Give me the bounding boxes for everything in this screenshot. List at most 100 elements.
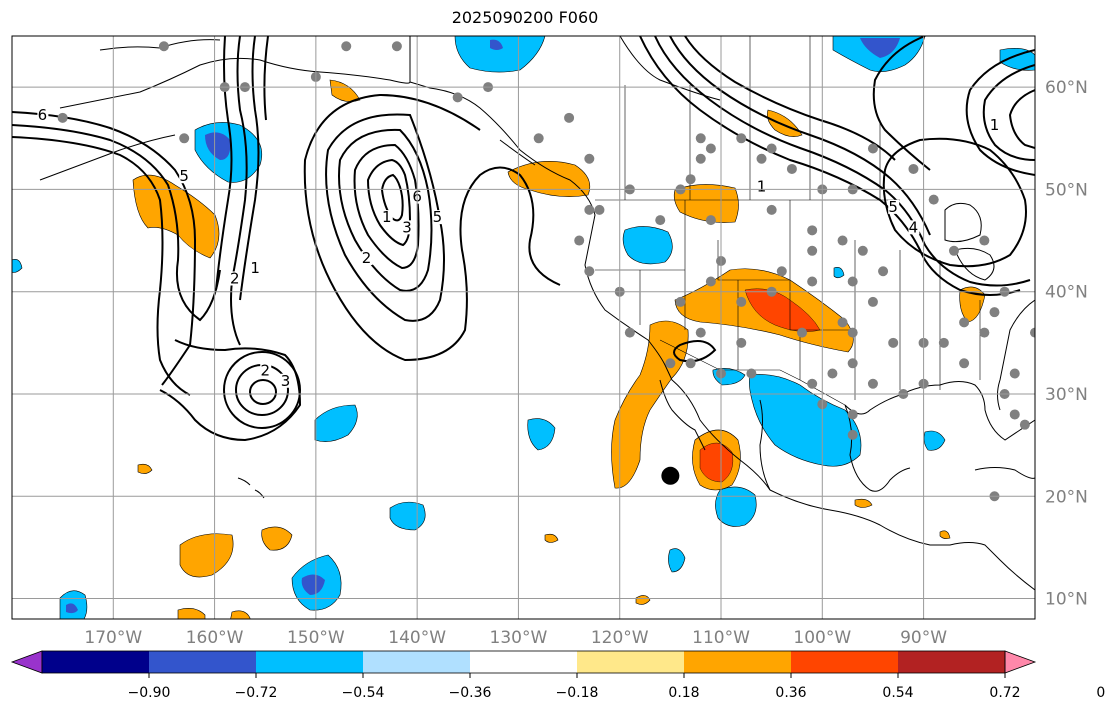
station-dot xyxy=(655,215,666,226)
contour-label-bg xyxy=(280,373,292,388)
station-dot xyxy=(948,245,959,256)
station-dot xyxy=(959,358,970,369)
coastline xyxy=(997,299,1035,411)
negative-anomaly-region xyxy=(454,36,546,73)
station-dot xyxy=(624,327,635,338)
negative-anomaly-region xyxy=(999,48,1035,71)
positive-anomaly-region xyxy=(959,286,986,323)
station-dot xyxy=(736,296,747,307)
contour-label: 2 xyxy=(260,362,270,380)
station-dot xyxy=(1009,409,1020,420)
latitude-tick-label: 50°N xyxy=(1045,180,1088,200)
longitude-tick-label: 160°W xyxy=(186,628,244,648)
positive-anomaly-region xyxy=(179,533,234,578)
station-dot xyxy=(797,327,808,338)
contour-label: 1 xyxy=(990,116,1000,134)
station-dot xyxy=(665,358,676,369)
longitude-tick-label: 100°W xyxy=(793,628,851,648)
marked-point xyxy=(661,466,680,485)
station-dot xyxy=(584,204,595,215)
station-dot xyxy=(736,133,747,144)
station-dot xyxy=(1019,419,1030,430)
colorbar-tick-label: 0.36 xyxy=(775,685,806,701)
station-dot xyxy=(878,266,889,277)
station-dot xyxy=(1040,266,1050,276)
contour-label-bg xyxy=(229,271,241,286)
colorbar-segment xyxy=(898,651,1006,673)
latitude-tick-labels: 60°N 50°N 40°N 30°N 20°N 10°N xyxy=(1045,78,1088,609)
station-dot xyxy=(979,235,990,246)
station-dot xyxy=(807,276,818,287)
station-dot xyxy=(57,112,68,123)
station-dot xyxy=(533,133,544,144)
contour-line xyxy=(684,36,896,161)
contour-label-bg xyxy=(989,118,1001,133)
contour-label: 3 xyxy=(281,372,291,390)
colorbar-tick-label: 0.72 xyxy=(989,685,1020,701)
positive-anomaly-region xyxy=(544,533,559,543)
negative-anomaly-region xyxy=(66,603,78,614)
colorbar-labels: −0.90 −0.72 −0.54 −0.36 −0.18 0.18 0.36 0.54 0.7… xyxy=(128,673,1105,701)
station-dot xyxy=(705,215,716,226)
station-dot xyxy=(827,368,838,379)
colorbar-segment xyxy=(684,651,792,673)
coastline xyxy=(39,134,176,181)
positive-anomaly-region xyxy=(699,442,734,483)
colorbar-segment xyxy=(470,651,578,673)
contour-label-bg xyxy=(260,363,272,378)
station-dot xyxy=(847,358,858,369)
coastline xyxy=(944,202,982,243)
contour-line xyxy=(654,36,1031,287)
contour-line xyxy=(366,158,412,247)
station-dot xyxy=(867,143,878,154)
colorbar-segment xyxy=(791,651,899,673)
station-dot xyxy=(695,133,706,144)
station-dot xyxy=(766,143,777,154)
contour-label: 5 xyxy=(179,167,189,185)
negative-anomaly-region xyxy=(749,374,862,467)
contour-label: 1 xyxy=(250,259,260,277)
longitude-tick-label: 120°W xyxy=(591,628,649,648)
colorbar-extend-high xyxy=(1004,650,1037,674)
station-dot xyxy=(837,235,848,246)
map-frame xyxy=(11,35,1036,620)
contour-line xyxy=(249,379,277,405)
station-dot xyxy=(1009,368,1020,379)
contour-line xyxy=(263,36,269,121)
station-dot xyxy=(685,174,696,185)
contour-label-bg xyxy=(37,107,49,122)
colorbar-tick-label: −0.54 xyxy=(342,685,385,701)
contour-label-bg xyxy=(381,210,393,225)
colorbar-segment xyxy=(149,651,257,673)
station-dot xyxy=(776,266,787,277)
station-dot xyxy=(786,163,797,174)
longitude-tick-labels: 170°W 160°W 150°W 140°W 130°W 120°W 110°W 100°W… xyxy=(84,628,947,648)
canada-province-borders xyxy=(409,36,881,200)
positive-anomaly-region xyxy=(230,610,251,619)
negative-anomaly-region xyxy=(12,259,23,273)
contour-line xyxy=(380,173,404,222)
contour-line xyxy=(1008,89,1035,149)
station-dot xyxy=(1050,430,1060,440)
colorbar-tick-label: −0.90 xyxy=(128,685,171,701)
station-dot xyxy=(847,429,858,440)
station-dot xyxy=(594,204,605,215)
coastline xyxy=(409,36,1035,591)
station-dot xyxy=(989,307,1000,318)
coastline xyxy=(974,467,1035,479)
grid-layer xyxy=(12,36,1035,619)
contour-label: 5 xyxy=(433,208,443,226)
positive-anomaly-region xyxy=(137,463,153,474)
colorbar xyxy=(10,650,1037,674)
negative-anomaly-region xyxy=(314,404,358,442)
contour-line xyxy=(338,128,433,292)
colorbar-extend-low xyxy=(10,650,43,674)
contour-label: 2 xyxy=(230,269,240,287)
contour-label-bg xyxy=(402,220,414,235)
coastline xyxy=(954,247,995,281)
latitude-tick-label: 60°N xyxy=(1045,78,1088,98)
station-dot xyxy=(695,327,706,338)
negative-anomaly-region xyxy=(490,39,503,50)
